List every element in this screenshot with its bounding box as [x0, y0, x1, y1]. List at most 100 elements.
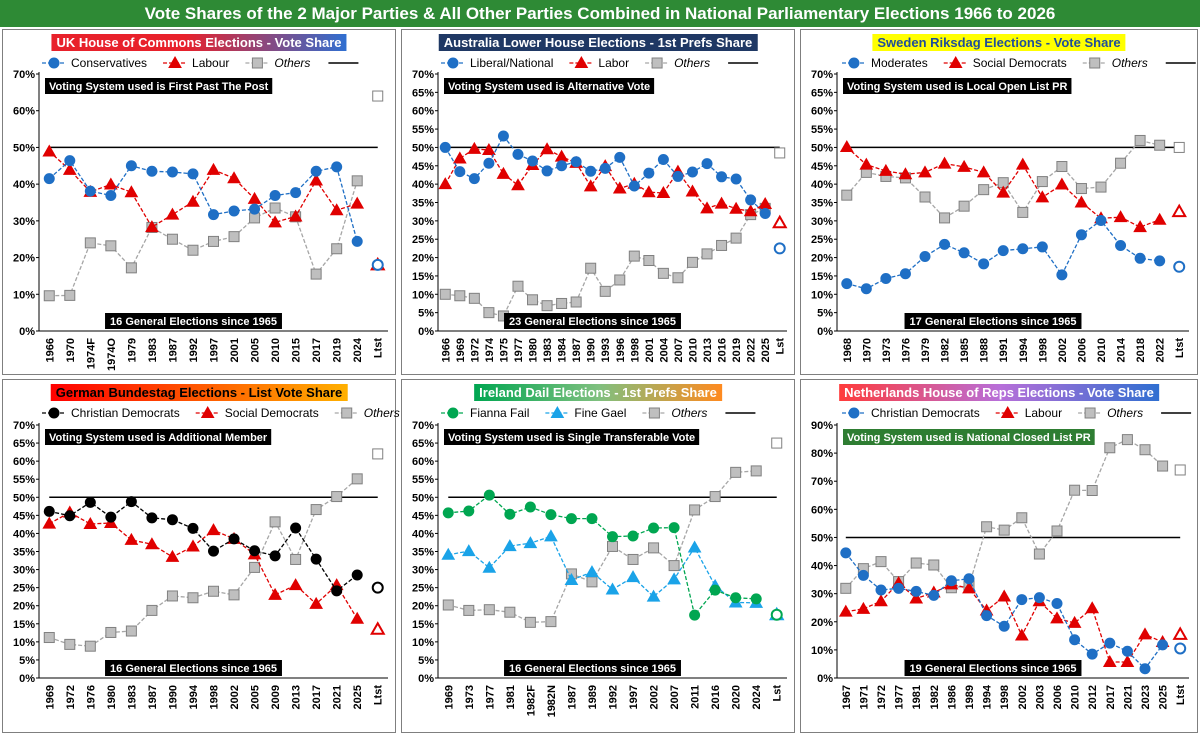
x-tick-label: 2017 [311, 338, 323, 362]
legend-label: Others [1112, 56, 1148, 70]
data-point [978, 258, 990, 270]
y-tick-label: 60% [811, 504, 833, 516]
y-tick-label: 20% [811, 253, 833, 265]
elections-count-text: 16 General Elections since 1965 [509, 663, 676, 675]
x-axis: 1969 1972 1976 1980 1983 1987 1990 1994 1998 2002… [39, 677, 388, 709]
data-point [1085, 601, 1100, 614]
data-point [945, 575, 957, 587]
data-point [919, 191, 931, 203]
page-title: Vote Shares of the 2 Major Parties & All… [0, 0, 1200, 27]
data-point [1115, 157, 1127, 169]
data-point [351, 235, 363, 247]
data-point [1055, 177, 1069, 190]
data-point [627, 530, 639, 542]
data-point [648, 522, 660, 534]
y-tick-label: 10% [13, 637, 35, 649]
y-tick-label: 70% [412, 420, 434, 432]
data-point [745, 194, 757, 206]
data-point [1139, 663, 1151, 675]
voting-system-text: Voting System used is Single Transferabl… [448, 432, 695, 444]
data-point [857, 569, 869, 581]
data-point [1051, 525, 1063, 537]
data-point [483, 157, 495, 169]
data-point [268, 587, 282, 600]
data-point [1173, 260, 1186, 273]
x-tick-label: 2025 [1158, 685, 1170, 709]
data-point [1069, 484, 1081, 496]
legend-label: Others [274, 56, 310, 70]
data-point [1104, 442, 1116, 454]
data-point [309, 173, 324, 186]
chart-svg: Christian Democrats Labour Others 0% 10% 20% 3… [811, 405, 1192, 709]
data-point [996, 185, 1011, 198]
y-tick-label: 50% [13, 142, 35, 154]
y-tick-label: 20% [13, 601, 35, 613]
x-tick-label: 1990 [167, 685, 179, 709]
series-line [845, 552, 1164, 670]
data-point [166, 233, 178, 245]
x-tick-label: 1998 [999, 685, 1011, 709]
x-tick-label: 2002 [1057, 338, 1069, 362]
legend-entry: Others [1078, 406, 1143, 420]
voting-system-note: Voting System used is National Closed Li… [843, 429, 1095, 445]
data-point [1056, 161, 1068, 173]
data-point [468, 173, 480, 185]
data-point [657, 154, 669, 166]
data-point [290, 522, 302, 534]
y-tick-label: 45% [13, 510, 35, 522]
data-point [583, 179, 598, 192]
legend-label: Labour [192, 56, 229, 70]
y-tick-label: 10% [412, 637, 434, 649]
y-tick-label: 20% [412, 601, 434, 613]
data-point [701, 248, 713, 260]
data-point [554, 149, 569, 162]
data-point [64, 155, 76, 167]
legend-entry: Labor [569, 55, 629, 70]
data-point [716, 239, 728, 251]
data-point [43, 505, 55, 517]
data-point [730, 466, 742, 478]
x-tick-label: 1988 [979, 338, 991, 362]
series-2 [840, 434, 1186, 594]
data-point [1121, 434, 1133, 446]
x-tick-label: 1974 [484, 337, 496, 362]
x-tick-label: 1990 [586, 338, 598, 362]
legend-marker [48, 57, 60, 69]
data-point [540, 142, 554, 155]
y-tick-label: 40% [811, 179, 833, 191]
data-point [442, 507, 454, 519]
y-tick-label: 0% [418, 673, 434, 685]
legend-marker [447, 407, 459, 419]
legend: Fianna Fail Fine Gael Others [441, 405, 756, 420]
data-point [310, 268, 322, 280]
data-point [729, 201, 743, 214]
series-0 [442, 489, 783, 621]
data-point [928, 589, 940, 601]
chart-panel-germany: German Bundestag Elections - List Vote S… [2, 379, 448, 733]
data-point [628, 180, 640, 192]
elections-count-note: 17 General Elections since 1965 [904, 313, 1082, 329]
x-tick-label: 2020 [731, 685, 743, 709]
y-tick-label: 60% [412, 106, 434, 118]
data-point [527, 294, 539, 306]
data-point [187, 522, 199, 534]
data-point [1173, 141, 1185, 153]
data-point [840, 582, 852, 594]
data-point [1171, 203, 1187, 218]
series-1 [42, 144, 386, 271]
x-tick-label: 1973 [464, 685, 476, 709]
chart-title: German Bundestag Elections - List Vote S… [50, 384, 348, 401]
data-point [1174, 464, 1186, 476]
data-point [124, 185, 139, 198]
data-point [1120, 654, 1135, 667]
x-tick-label: 2007 [673, 338, 685, 362]
data-point [838, 604, 853, 617]
y-tick-label: 55% [412, 124, 434, 136]
x-tick-label: 1997 [628, 685, 640, 709]
chart-svg: Liberal/National Labor Others 0% 5% 10% 15% 20%… [412, 55, 788, 362]
data-point [310, 553, 322, 565]
data-point [125, 625, 137, 637]
data-point [700, 201, 714, 214]
data-point [482, 142, 496, 155]
series-2 [43, 448, 384, 652]
